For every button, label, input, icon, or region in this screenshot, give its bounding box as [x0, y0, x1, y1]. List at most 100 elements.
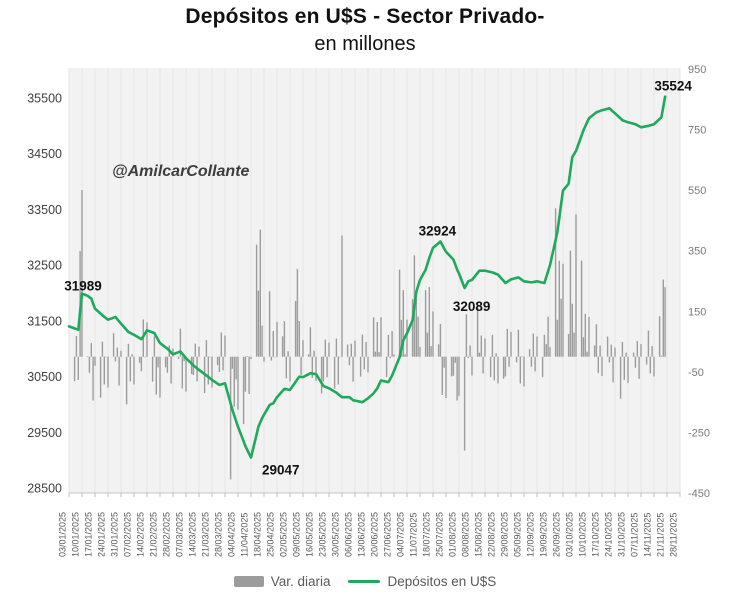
x-tick-label: 10/01/2025 — [71, 512, 81, 557]
var-diaria-bar — [287, 351, 289, 357]
left-axis-tick-label: 30500 — [27, 370, 62, 384]
var-diaria-bar — [354, 340, 356, 357]
var-diaria-bar — [510, 332, 512, 357]
var-diaria-bar — [523, 356, 525, 387]
var-diaria-bar — [391, 331, 393, 357]
x-tick-label: 04/04/2025 — [227, 512, 237, 557]
var-diaria-bar — [272, 331, 274, 357]
var-diaria-bar — [337, 356, 339, 385]
var-diaria-bar — [437, 344, 440, 357]
var-diaria-bar — [614, 347, 616, 357]
var-diaria-bar — [517, 329, 520, 357]
var-diaria-bar — [233, 356, 235, 407]
var-diaria-bar — [393, 354, 395, 357]
chart-title: Depósitos en U$S - Sector Privado- — [185, 5, 545, 28]
var-diaria-bar — [270, 356, 273, 361]
legend-label-depositos: Depósitos en U$S — [387, 574, 497, 589]
var-diaria-bar — [363, 356, 365, 370]
annotation-32089: 32089 — [453, 299, 491, 314]
var-diaria-bar — [153, 336, 156, 357]
var-diaria-bar — [634, 356, 637, 368]
legend-item-var-diaria: Var. diaria — [233, 574, 330, 589]
plot-area — [69, 68, 680, 493]
var-diaria-bar — [536, 336, 538, 357]
left-axis-tick-label: 29500 — [27, 426, 62, 440]
var-diaria-bar — [664, 287, 666, 357]
var-diaria-bar — [623, 356, 625, 380]
var-diaria-bar — [159, 356, 161, 398]
x-tick-label: 07/02/2025 — [123, 512, 133, 557]
var-diaria-bar — [90, 343, 92, 357]
var-diaria-bar — [469, 345, 471, 357]
x-tick-label: 21/03/2025 — [201, 512, 211, 557]
x-tick-label: 18/07/2025 — [422, 512, 432, 557]
var-diaria-bar — [177, 356, 180, 359]
var-diaria-bar — [144, 356, 146, 358]
var-diaria-bar — [257, 290, 260, 357]
var-diaria-bar — [562, 263, 564, 357]
right-axis-tick-label: -50 — [688, 367, 704, 379]
var-diaria-bar — [324, 339, 326, 357]
var-diaria-bar — [237, 356, 239, 410]
x-tick-label: 24/10/2025 — [604, 512, 614, 557]
var-diaria-bar — [428, 287, 430, 357]
var-diaria-bar — [209, 356, 211, 358]
x-tick-label: 01/08/2025 — [448, 512, 458, 557]
var-diaria-bar — [532, 333, 534, 357]
var-diaria-bar — [99, 356, 102, 398]
legend-item-depositos: Depósitos en U$S — [348, 574, 496, 589]
var-diaria-bar — [107, 356, 109, 388]
var-diaria-bar — [389, 356, 391, 359]
var-diaria-bar — [653, 356, 655, 377]
x-tick-label: 24/01/2025 — [97, 512, 107, 557]
x-axis-labels: 03/01/2025 10/01/2025 17/01/2025 24/01/2025… — [58, 512, 679, 557]
x-tick-label: 31/01/2025 — [110, 512, 120, 557]
bar-swatch-icon — [233, 576, 264, 587]
right-axis-labels: 950 750 550 350 150 -50 -250 -450 — [688, 64, 710, 500]
var-diaria-bar — [101, 341, 104, 357]
var-diaria-bar — [248, 356, 250, 394]
var-diaria-bar — [224, 335, 226, 357]
var-diaria-bar — [601, 356, 603, 376]
var-diaria-bar — [118, 356, 120, 386]
var-diaria-bar — [476, 307, 479, 357]
var-diaria-bar — [608, 356, 611, 363]
left-axis-tick-label: 35500 — [27, 92, 62, 106]
x-tick-label: 23/05/2025 — [318, 512, 328, 557]
var-diaria-bar — [133, 356, 135, 385]
var-diaria-bar — [235, 356, 237, 380]
right-axis-tick-label: 950 — [688, 64, 706, 76]
var-diaria-bar — [157, 356, 159, 368]
x-tick-label: 26/09/2025 — [552, 512, 562, 557]
var-diaria-bar — [75, 336, 78, 357]
var-diaria-bar — [621, 341, 624, 357]
var-diaria-bar — [506, 329, 508, 357]
var-diaria-bar — [222, 356, 224, 371]
x-tick-label: 06/06/2025 — [344, 512, 354, 557]
var-diaria-bar — [116, 347, 118, 357]
var-diaria-bar — [443, 356, 445, 368]
x-tick-label: 18/04/2025 — [253, 512, 263, 557]
var-diaria-bar — [198, 346, 200, 357]
var-diaria-bar — [491, 334, 494, 357]
x-tick-label: 22/08/2025 — [487, 512, 497, 557]
var-diaria-bar — [662, 279, 664, 357]
var-diaria-bar — [426, 332, 429, 357]
var-diaria-bar — [452, 356, 455, 376]
var-diaria-bar — [367, 356, 369, 373]
var-diaria-bar — [573, 332, 575, 357]
x-tick-label: 08/08/2025 — [461, 512, 471, 557]
left-axis-labels: 35500 34500 33500 32500 31500 30500 29500 28500 — [27, 92, 62, 496]
var-diaria-bar — [164, 356, 167, 368]
var-diaria-bar — [320, 356, 323, 394]
x-tick-label: 07/11/2025 — [630, 513, 640, 557]
var-diaria-bar — [300, 356, 302, 375]
line-swatch-icon — [348, 579, 381, 584]
var-diaria-bar — [454, 356, 456, 363]
var-diaria-bar — [619, 356, 622, 399]
var-diaria-bar — [612, 356, 614, 383]
var-diaria-bar — [138, 356, 141, 363]
var-diaria-bar — [519, 356, 521, 384]
var-diaria-bar — [593, 345, 596, 357]
